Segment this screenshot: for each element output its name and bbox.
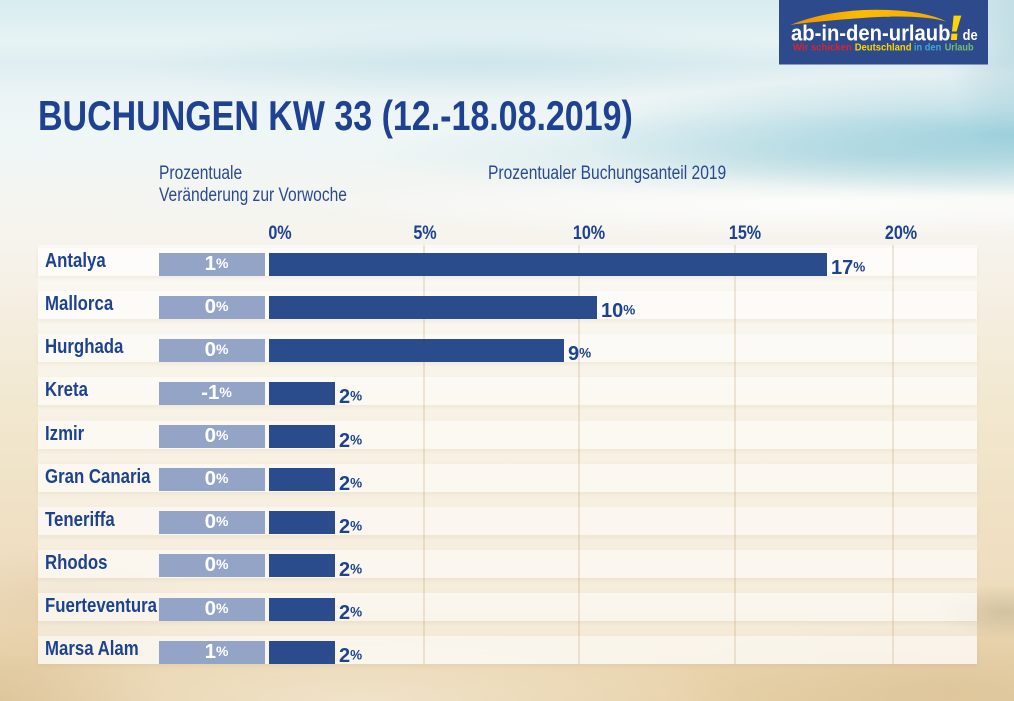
svg-text:de: de <box>963 27 978 44</box>
svg-text:Urlaub: Urlaub <box>945 42 974 53</box>
svg-text:Deutschland: Deutschland <box>855 42 912 53</box>
svg-text:ab-in-den-urlaub: ab-in-den-urlaub <box>791 21 951 46</box>
svg-text:in den: in den <box>914 42 941 53</box>
svg-text:Wir schicken: Wir schicken <box>793 42 852 53</box>
